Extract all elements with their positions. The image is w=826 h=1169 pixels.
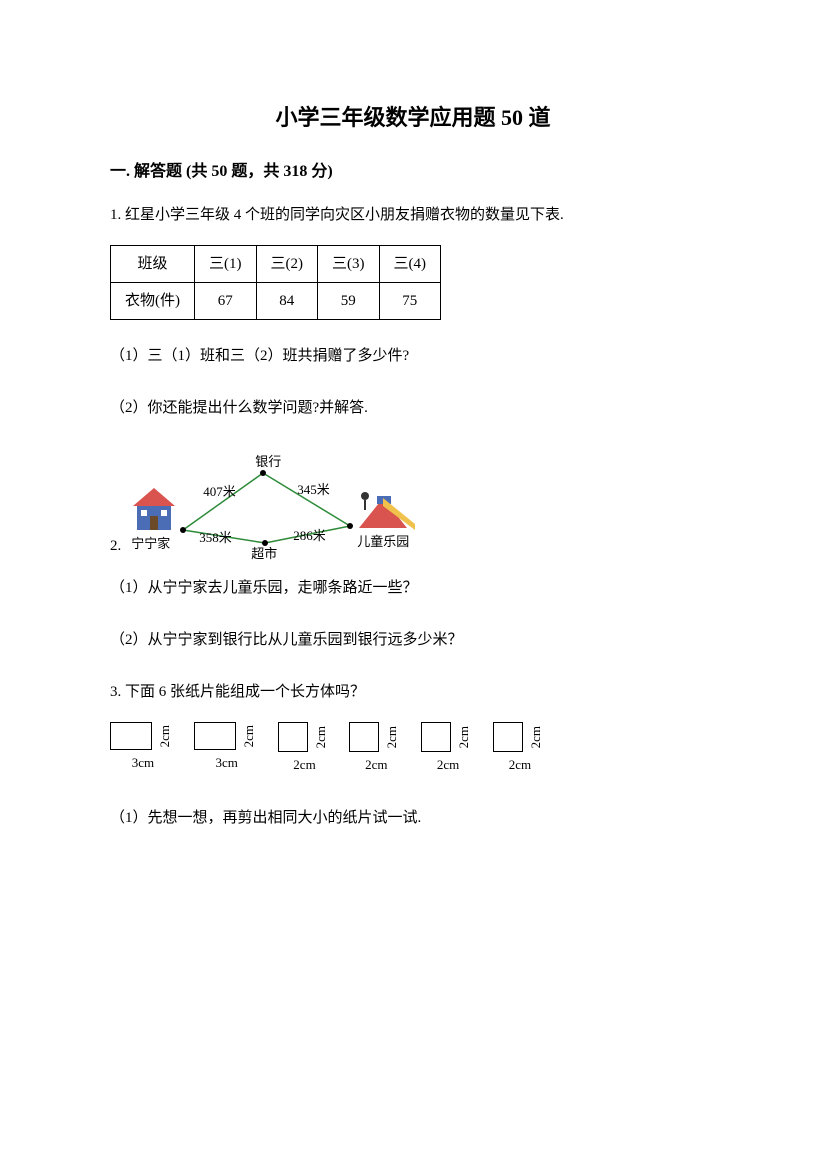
piece-width-label: 3cm — [132, 753, 154, 774]
piece-rect — [278, 722, 308, 752]
paper-piece: 2cm2cm — [421, 722, 475, 776]
table-cell: 75 — [379, 282, 441, 319]
paper-piece: 2cm3cm — [194, 722, 260, 774]
table-cell: 67 — [195, 282, 257, 319]
piece-rect — [194, 722, 236, 750]
bank-label: 银行 — [255, 452, 281, 473]
piece-rect — [421, 722, 451, 752]
piece-rect — [493, 722, 523, 752]
house-icon — [133, 488, 175, 530]
table-row-label: 衣物(件) — [111, 282, 195, 319]
table-header: 三(4) — [379, 245, 441, 282]
section-header: 一. 解答题 (共 50 题，共 318 分) — [110, 159, 716, 185]
dist-market-park: 286米 — [293, 526, 326, 547]
piece-width-label: 2cm — [293, 755, 315, 776]
table-cell: 84 — [256, 282, 318, 319]
paper-piece: 2cm3cm — [110, 722, 176, 774]
piece-height-label: 2cm — [311, 726, 332, 748]
dist-bank-park: 345米 — [297, 480, 330, 501]
piece-width-label: 2cm — [437, 755, 459, 776]
q1-sub2: （2）你还能提出什么数学问题?并解答. — [110, 396, 716, 420]
paper-pieces: 2cm3cm2cm3cm2cm2cm2cm2cm2cm2cm2cm2cm — [110, 722, 716, 776]
q2-sub1: （1）从宁宁家去儿童乐园，走哪条路近一些？ — [110, 576, 716, 600]
q1-sub1: （1）三（1）班和三（2）班共捐赠了多少件? — [110, 344, 716, 368]
route-map: 银行 407米 345米 宁宁家 358米 286米 超市 儿童乐园 — [125, 448, 425, 558]
piece-width-label: 2cm — [365, 755, 387, 776]
table-header: 三(3) — [318, 245, 380, 282]
playground-icon — [359, 492, 415, 530]
table-header: 班级 — [111, 245, 195, 282]
piece-width-label: 2cm — [509, 755, 531, 776]
paper-piece: 2cm2cm — [493, 722, 547, 776]
table-row: 班级 三(1) 三(2) 三(3) 三(4) — [111, 245, 441, 282]
page-title: 小学三年级数学应用题 50 道 — [110, 100, 716, 135]
q2-number: 2. — [110, 534, 121, 558]
piece-height-label: 2cm — [454, 726, 475, 748]
piece-width-label: 3cm — [216, 753, 238, 774]
q1-text: 1. 红星小学三年级 4 个班的同学向灾区小朋友捐赠衣物的数量见下表. — [110, 203, 716, 227]
q1-table: 班级 三(1) 三(2) 三(3) 三(4) 衣物(件) 67 84 59 75 — [110, 245, 441, 320]
piece-height-label: 2cm — [526, 726, 547, 748]
q3-text: 3. 下面 6 张纸片能组成一个长方体吗？ — [110, 680, 716, 704]
paper-piece: 2cm2cm — [349, 722, 403, 776]
table-header: 三(2) — [256, 245, 318, 282]
dist-home-bank: 407米 — [203, 482, 236, 503]
table-row: 衣物(件) 67 84 59 75 — [111, 282, 441, 319]
q2-row: 2. — [110, 448, 716, 558]
table-header: 三(1) — [195, 245, 257, 282]
market-label: 超市 — [251, 544, 277, 565]
q2-sub2: （2）从宁宁家到银行比从儿童乐园到银行远多少米？ — [110, 628, 716, 652]
q3-sub1: （1）先想一想，再剪出相同大小的纸片试一试. — [110, 806, 716, 830]
paper-piece: 2cm2cm — [278, 722, 332, 776]
table-cell: 59 — [318, 282, 380, 319]
piece-height-label: 2cm — [155, 725, 176, 747]
piece-rect — [349, 722, 379, 752]
piece-height-label: 2cm — [239, 725, 260, 747]
dist-home-market: 358米 — [199, 528, 232, 549]
piece-height-label: 2cm — [382, 726, 403, 748]
piece-rect — [110, 722, 152, 750]
park-label: 儿童乐园 — [357, 532, 409, 553]
home-label: 宁宁家 — [131, 534, 170, 555]
